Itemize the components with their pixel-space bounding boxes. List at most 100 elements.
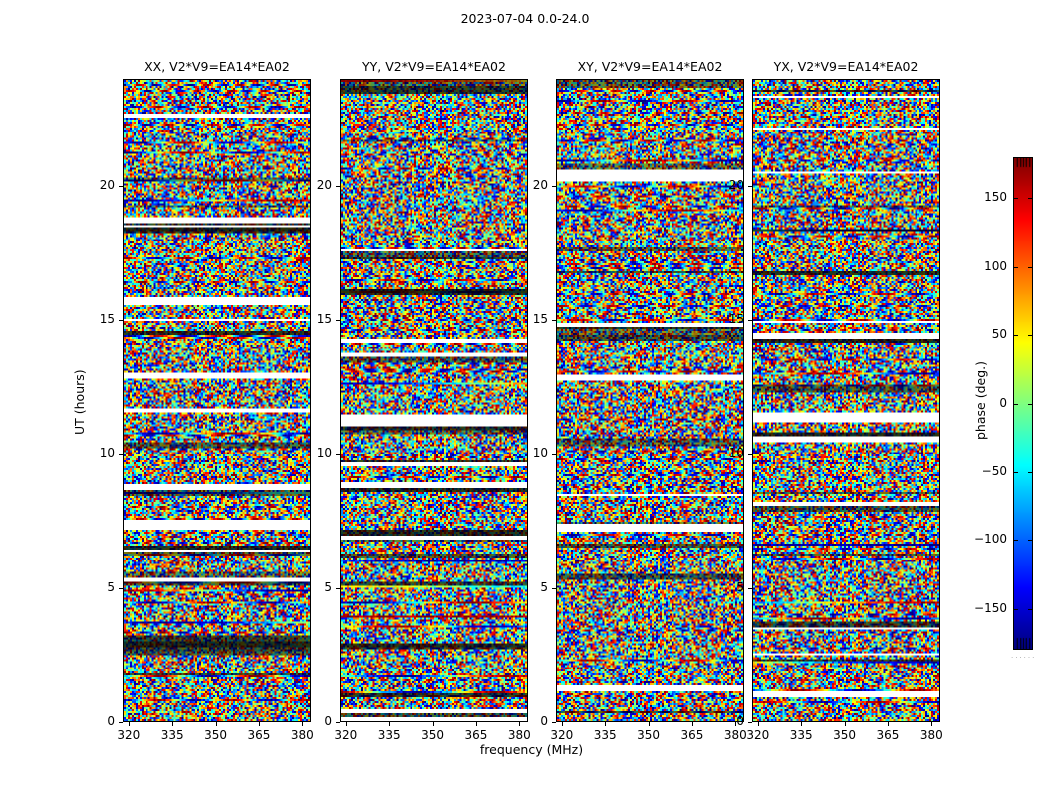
colorbar-tickmark	[1028, 198, 1033, 199]
panel-image-yx	[753, 80, 939, 721]
y-tickmark	[119, 320, 123, 321]
x-tick-label: 350	[637, 728, 660, 742]
x-tickmark	[433, 722, 434, 726]
x-tick-label: 320	[334, 728, 358, 742]
colorbar-tickmark	[1013, 609, 1018, 610]
x-tickmark	[259, 722, 260, 726]
x-tick-label: 350	[833, 728, 856, 742]
x-tickmark	[476, 722, 477, 726]
y-axis-label: UT (hours)	[72, 368, 87, 435]
x-tick-label: 320	[550, 728, 574, 742]
y-tick-label: 0	[107, 714, 115, 728]
colorbar-tickmark	[1028, 540, 1033, 541]
x-tick-label: 335	[160, 728, 184, 742]
panel-title-yx: YX, V2*V9=EA14*EA02	[773, 59, 919, 74]
colorbar-tick-label: −50	[981, 463, 1007, 478]
panel-axes-yy[interactable]	[340, 79, 528, 722]
colorbar-tickmark	[1028, 472, 1033, 473]
panel-title-xx: XX, V2*V9=EA14*EA02	[144, 59, 290, 74]
panel-image-xy	[557, 80, 743, 721]
y-tickmark	[119, 588, 123, 589]
y-tickmark	[748, 320, 752, 321]
y-tickmark	[119, 722, 123, 723]
panel-image-xx	[124, 80, 310, 721]
x-tickmark	[801, 722, 802, 726]
colorbar-tick-label: 50	[991, 327, 1007, 342]
y-tickmark	[552, 722, 556, 723]
colorbar[interactable]	[1013, 157, 1033, 650]
y-tick-label: 15	[532, 312, 548, 327]
x-tickmark	[888, 722, 889, 726]
x-tickmark	[649, 722, 650, 726]
y-tickmark	[552, 454, 556, 455]
y-tick-label: 10	[728, 446, 744, 461]
y-tick-label: 0	[540, 714, 548, 728]
y-tickmark	[748, 454, 752, 455]
x-tickmark	[129, 722, 130, 726]
y-tickmark	[552, 320, 556, 321]
panel-axes-yx[interactable]	[752, 79, 940, 722]
x-tickmark	[735, 722, 736, 726]
y-tickmark	[552, 588, 556, 589]
panel-axes-xy[interactable]	[556, 79, 744, 722]
y-tickmark	[336, 186, 340, 187]
y-tick-label: 15	[316, 312, 332, 327]
colorbar-tick-label: −100	[974, 532, 1007, 547]
y-tick-label: 10	[532, 446, 548, 461]
x-tickmark	[562, 722, 563, 726]
y-tick-label: 10	[99, 446, 115, 461]
y-tick-label: 15	[99, 312, 115, 327]
x-tickmark	[605, 722, 606, 726]
panel-axes-xx[interactable]	[123, 79, 311, 722]
x-tick-label: 365	[247, 728, 271, 742]
x-tick-label: 335	[377, 728, 401, 742]
y-tickmark	[119, 186, 123, 187]
y-tick-label: 5	[540, 580, 548, 595]
y-tick-label: 15	[728, 312, 744, 327]
colorbar-tickmark	[1028, 609, 1033, 610]
colorbar-extend-marker: ······	[1011, 654, 1037, 662]
y-tick-label: 10	[316, 446, 332, 461]
x-tickmark	[346, 722, 347, 726]
y-tickmark	[336, 320, 340, 321]
panel-title-xy: XY, V2*V9=EA14*EA02	[577, 59, 723, 74]
x-tick-label: 350	[421, 728, 444, 742]
colorbar-tick-label: 150	[984, 190, 1007, 205]
y-tickmark	[552, 186, 556, 187]
y-tick-label: 20	[532, 178, 548, 193]
x-tick-label: 380	[919, 728, 943, 742]
panel-image-yy	[341, 80, 527, 721]
x-tick-label: 365	[464, 728, 488, 742]
x-tickmark	[931, 722, 932, 726]
colorbar-tickmark	[1013, 198, 1018, 199]
x-tickmark	[172, 722, 173, 726]
colorbar-tickmark	[1028, 404, 1033, 405]
x-tickmark	[389, 722, 390, 726]
x-tickmark	[302, 722, 303, 726]
x-tick-label: 380	[723, 728, 747, 742]
colorbar-tick-label: 100	[984, 258, 1007, 273]
x-tick-label: 335	[789, 728, 813, 742]
colorbar-tickmark	[1013, 472, 1018, 473]
y-tick-label: 5	[324, 580, 332, 595]
colorbar-tickmark	[1028, 267, 1033, 268]
x-tick-label: 335	[593, 728, 617, 742]
y-tickmark	[748, 588, 752, 589]
x-axis-label: frequency (MHz)	[479, 742, 584, 757]
x-tick-label: 365	[680, 728, 704, 742]
y-tickmark	[336, 722, 340, 723]
colorbar-tick-label: 0	[999, 395, 1007, 410]
y-tickmark	[748, 722, 752, 723]
colorbar-tickmark	[1013, 404, 1018, 405]
colorbar-tickmark	[1013, 335, 1018, 336]
panel-title-yy: YY, V2*V9=EA14*EA02	[362, 59, 506, 74]
x-tickmark	[519, 722, 520, 726]
y-tick-label: 0	[736, 714, 744, 728]
x-tickmark	[692, 722, 693, 726]
x-tickmark	[216, 722, 217, 726]
x-tickmark	[845, 722, 846, 726]
y-tick-label: 5	[736, 580, 744, 595]
y-tick-label: 0	[324, 714, 332, 728]
colorbar-tickmark	[1013, 540, 1018, 541]
